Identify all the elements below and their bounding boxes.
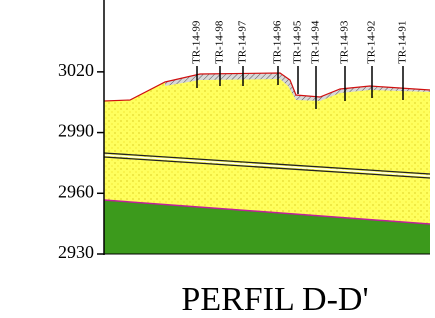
borehole-label: TR-14-93 — [339, 20, 351, 64]
y-tick-label: 2930 — [58, 242, 94, 262]
profile-chart: TR-14-99 TR-14-98 TR-14-97 TR-14-96 TR-14-95… — [0, 0, 435, 318]
borehole-label: TR-14-98 — [214, 20, 226, 64]
sand-layer — [104, 73, 430, 224]
borehole-label: TR-14-96 — [272, 20, 284, 64]
borehole-label: TR-14-95 — [292, 20, 304, 64]
y-tick-label: 2990 — [58, 121, 94, 141]
borehole-label: TR-14-92 — [366, 21, 378, 64]
y-tick-label: 2960 — [58, 181, 94, 201]
y-tick-label: 3020 — [58, 60, 94, 80]
borehole-label: TR-14-97 — [237, 20, 249, 64]
geology — [104, 73, 430, 254]
chart-title: PERFIL D-D' — [181, 281, 368, 318]
borehole-label: TR-14-94 — [310, 20, 322, 64]
borehole-label: TR-14-91 — [397, 21, 409, 64]
borehole-label: TR-14-99 — [191, 20, 203, 64]
y-ticks: 2930 2960 2990 3020 — [58, 60, 104, 262]
